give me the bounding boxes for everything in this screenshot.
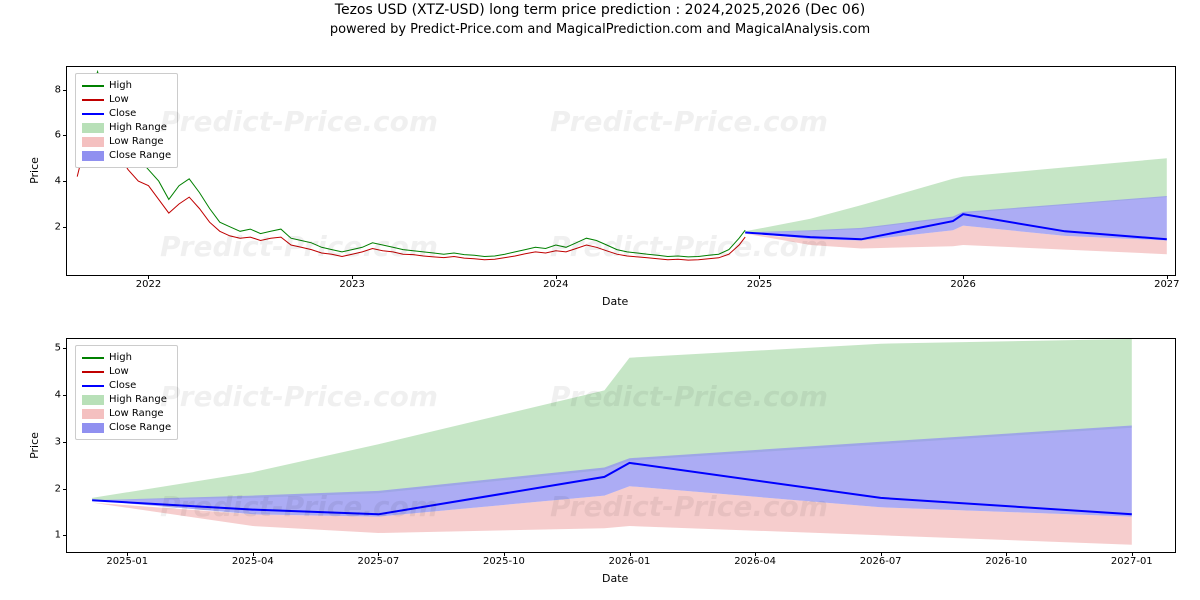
legend-label: High Range — [109, 122, 167, 133]
legend-item: Close Range — [82, 421, 171, 434]
y-tick-mark — [63, 90, 67, 91]
y-tick-mark — [63, 489, 67, 490]
x-tick-mark — [148, 275, 149, 279]
legend-label: High — [109, 352, 132, 363]
legend-item: High Range — [82, 121, 171, 134]
legend-label: High — [109, 80, 132, 91]
x-tick-mark — [253, 552, 254, 556]
y-tick-mark — [63, 395, 67, 396]
x-tick-mark — [630, 552, 631, 556]
top-chart: 2468202220232024202520262027PriceDateHig… — [66, 66, 1176, 276]
x-axis-label: Date — [602, 295, 628, 308]
chart-subtitle: powered by Predict-Price.com and Magical… — [0, 22, 1200, 37]
legend-label: High Range — [109, 394, 167, 405]
legend-label: Close — [109, 108, 136, 119]
legend-label: Low — [109, 366, 129, 377]
x-tick-mark — [1006, 552, 1007, 556]
y-axis-label: Price — [28, 157, 41, 184]
legend-label: Low Range — [109, 408, 164, 419]
x-tick-mark — [556, 275, 557, 279]
legend: High Low Close High Range Low Range Close Ran… — [75, 73, 178, 168]
chart-svg — [67, 339, 1177, 554]
y-tick-mark — [63, 135, 67, 136]
x-tick-mark — [127, 552, 128, 556]
y-tick-mark — [63, 442, 67, 443]
legend-item: High — [82, 351, 171, 364]
legend-item: Low — [82, 365, 171, 378]
y-tick-mark — [63, 535, 67, 536]
y-axis-label: Price — [28, 432, 41, 459]
legend-item: Low — [82, 93, 171, 106]
legend-label: Low Range — [109, 136, 164, 147]
x-tick-mark — [1132, 552, 1133, 556]
legend-item: Low Range — [82, 135, 171, 148]
y-tick-mark — [63, 348, 67, 349]
legend-item: High Range — [82, 393, 171, 406]
legend-label: Low — [109, 94, 129, 105]
legend-item: High — [82, 79, 171, 92]
legend: High Low Close High Range Low Range Close Ran… — [75, 345, 178, 440]
x-tick-mark — [378, 552, 379, 556]
legend-item: Close — [82, 379, 171, 392]
y-tick-mark — [63, 181, 67, 182]
x-tick-mark — [504, 552, 505, 556]
y-tick-mark — [63, 227, 67, 228]
legend-item: Close — [82, 107, 171, 120]
x-tick-mark — [963, 275, 964, 279]
x-tick-mark — [1167, 275, 1168, 279]
x-tick-mark — [881, 552, 882, 556]
chart-title: Tezos USD (XTZ-USD) long term price pred… — [0, 2, 1200, 18]
x-tick-mark — [352, 275, 353, 279]
x-axis-label: Date — [602, 572, 628, 585]
legend-label: Close Range — [109, 150, 171, 161]
bottom-chart: 123452025-012025-042025-072025-102026-01… — [66, 338, 1176, 553]
legend-item: Close Range — [82, 149, 171, 162]
chart-svg — [67, 67, 1177, 277]
legend-item: Low Range — [82, 407, 171, 420]
x-tick-mark — [755, 552, 756, 556]
legend-label: Close Range — [109, 422, 171, 433]
legend-label: Close — [109, 380, 136, 391]
x-tick-mark — [759, 275, 760, 279]
